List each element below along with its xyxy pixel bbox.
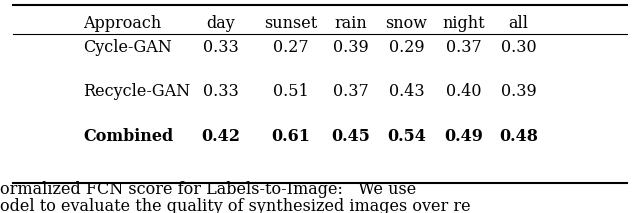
Text: 0.43: 0.43: [388, 83, 424, 100]
Text: 0.37: 0.37: [333, 83, 369, 100]
Text: Cycle-GAN: Cycle-GAN: [83, 39, 172, 56]
Text: 0.61: 0.61: [272, 128, 310, 145]
Text: 0.48: 0.48: [499, 128, 538, 145]
Text: Combined: Combined: [83, 128, 173, 145]
Text: 0.33: 0.33: [203, 83, 239, 100]
Text: 0.49: 0.49: [445, 128, 483, 145]
Text: 0.27: 0.27: [273, 39, 309, 56]
Text: 0.33: 0.33: [203, 39, 239, 56]
Text: 0.40: 0.40: [446, 83, 482, 100]
Text: Approach: Approach: [83, 15, 161, 32]
Text: rain: rain: [334, 15, 367, 32]
Text: day: day: [207, 15, 235, 32]
Text: ormalized FCN score for Labels-to-Image:   We use: ormalized FCN score for Labels-to-Image:…: [0, 181, 416, 198]
Text: sunset: sunset: [264, 15, 318, 32]
Text: 0.39: 0.39: [333, 39, 369, 56]
Text: all: all: [508, 15, 529, 32]
Text: odel to evaluate the quality of synthesized images over re: odel to evaluate the quality of synthesi…: [0, 198, 470, 213]
Text: Recycle-GAN: Recycle-GAN: [83, 83, 190, 100]
Text: 0.45: 0.45: [332, 128, 370, 145]
Text: 0.51: 0.51: [273, 83, 309, 100]
Text: 0.39: 0.39: [500, 83, 536, 100]
Text: night: night: [443, 15, 485, 32]
Text: 0.37: 0.37: [446, 39, 482, 56]
Text: 0.30: 0.30: [500, 39, 536, 56]
Text: 0.29: 0.29: [388, 39, 424, 56]
Text: 0.42: 0.42: [202, 128, 240, 145]
Text: 0.54: 0.54: [387, 128, 426, 145]
Text: snow: snow: [385, 15, 428, 32]
